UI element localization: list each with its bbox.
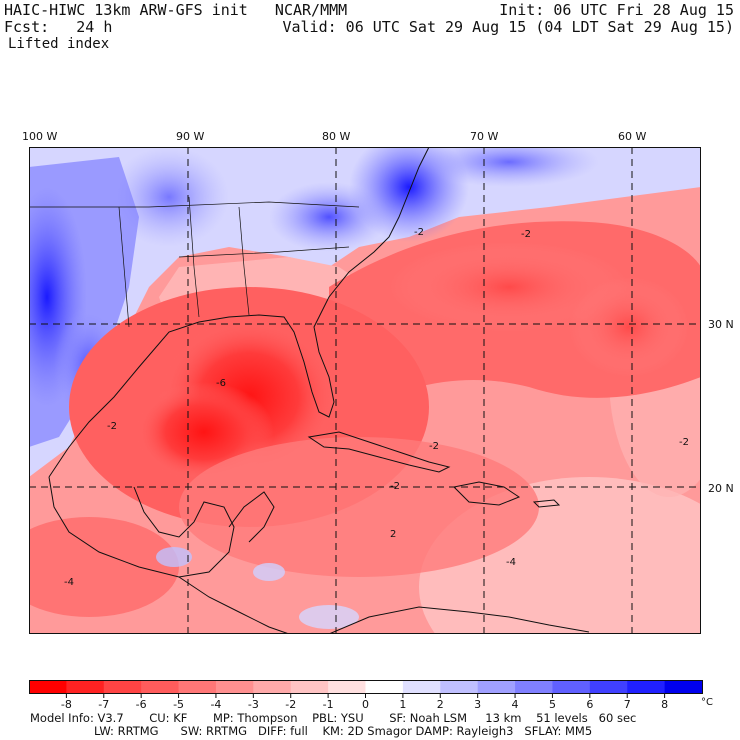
contour-label: -2 bbox=[414, 227, 424, 238]
field-blue-pocket-3 bbox=[299, 605, 359, 629]
colorbar-swatch bbox=[178, 680, 217, 694]
colorbar-tick-label: -5 bbox=[173, 698, 184, 711]
colorbar-swatch bbox=[328, 680, 366, 694]
colorbar-tick-label: -1 bbox=[323, 698, 334, 711]
init-time: Init: 06 UTC Fri 28 Aug 15 bbox=[499, 1, 734, 19]
colorbar-swatch bbox=[29, 680, 67, 694]
colorbar-tick-label: -8 bbox=[61, 698, 72, 711]
contour-label-group: -2 -2 -2 -6 -2 -2 -4 2 -2 -4 bbox=[64, 227, 689, 588]
model-title: HAIC-HIWC 13km ARW-GFS init NCAR/MMM bbox=[4, 1, 348, 19]
contour-label: -6 bbox=[216, 378, 226, 389]
state-line-1 bbox=[118, 206, 130, 328]
model-info-line: Model Info: V3.7 CU: KF MP: Thompson PBL… bbox=[30, 711, 637, 725]
lifted-index-map: -2 -2 -2 -6 -2 -2 -4 2 -2 -4 bbox=[29, 147, 701, 634]
colorbar-frame bbox=[29, 680, 703, 694]
field-blue-northeast bbox=[419, 147, 599, 187]
colorbar-tick-label: -3 bbox=[248, 698, 259, 711]
contour-label: -2 bbox=[679, 437, 689, 448]
colorbar-swatch bbox=[365, 680, 404, 694]
field-atlantic-core-east bbox=[569, 277, 689, 377]
coastline-central-america bbox=[178, 576, 290, 634]
field-blue-carolinas bbox=[269, 182, 389, 252]
contour-label: -2 bbox=[390, 481, 400, 492]
colorbar-swatch bbox=[515, 680, 553, 694]
valid-time: Valid: 06 UTC Sat 29 Aug 15 (04 LDT Sat … bbox=[282, 18, 734, 36]
lon-label-80w: 80 W bbox=[322, 130, 351, 143]
state-line-2 bbox=[188, 196, 200, 318]
colorbar-tick-label: -6 bbox=[136, 698, 147, 711]
colorbar-swatch bbox=[141, 680, 180, 694]
physics-info-line: LW: RRTMG SW: RRTMG DIFF: full KM: 2D Sm… bbox=[94, 724, 593, 738]
colorbar-swatch bbox=[253, 680, 292, 694]
contour-label: -2 bbox=[107, 421, 117, 432]
coastline-yucatan bbox=[228, 491, 275, 543]
colorbar-tick-label: 4 bbox=[512, 698, 519, 711]
coastline-mexico bbox=[48, 476, 235, 578]
lat-label-20n: 20 N bbox=[708, 482, 734, 495]
state-line-5 bbox=[178, 246, 350, 258]
colorbar-tick-label: 0 bbox=[362, 698, 369, 711]
colorbar-swatch bbox=[66, 680, 105, 694]
colorbar-swatch bbox=[402, 680, 441, 694]
coastline-cuba bbox=[307, 431, 451, 473]
colorbar-swatch bbox=[290, 680, 329, 694]
contour-label: 2 bbox=[390, 529, 396, 540]
graticule bbox=[29, 147, 701, 634]
colorbar-unit: °C bbox=[701, 697, 713, 708]
colorbar-swatch bbox=[477, 680, 516, 694]
map-frame bbox=[29, 147, 701, 634]
colorbar-tick-label: 1 bbox=[399, 698, 406, 711]
state-line-3 bbox=[238, 206, 250, 316]
colorbar-swatch bbox=[552, 680, 591, 694]
field-blue-pocket-2 bbox=[253, 563, 285, 581]
colorbar-tick-label: 2 bbox=[437, 698, 444, 711]
coastline-south-america bbox=[328, 606, 590, 634]
lon-label-70w: 70 W bbox=[470, 130, 499, 143]
state-line-4 bbox=[29, 201, 360, 208]
colorbar-tick-label: -2 bbox=[285, 698, 296, 711]
contour-label: -2 bbox=[429, 441, 439, 452]
colorbar-swatch bbox=[589, 680, 628, 694]
field-caribbean bbox=[179, 437, 539, 577]
field-pacific-sw bbox=[29, 517, 179, 617]
colorbar-tick-label: -7 bbox=[98, 698, 109, 711]
colorbar-swatch bbox=[627, 680, 666, 694]
lon-label-100w: 100 W bbox=[22, 130, 58, 143]
field-blue-northwest bbox=[109, 147, 229, 247]
colorbar-tick-label: -4 bbox=[210, 698, 221, 711]
colorbar-tick-label: 3 bbox=[474, 698, 481, 711]
forecast-hour: Fcst: 24 h bbox=[4, 18, 113, 36]
lat-label-30n: 30 N bbox=[708, 318, 734, 331]
colorbar-swatch bbox=[215, 680, 254, 694]
coastline-us-gulf bbox=[48, 147, 430, 478]
field-blue-pocket-1 bbox=[156, 547, 192, 567]
colorbar-swatch bbox=[103, 680, 142, 694]
contour-label: -2 bbox=[521, 229, 531, 240]
colorbar-swatches bbox=[29, 680, 703, 694]
contour-label: -4 bbox=[506, 557, 516, 568]
contour-label: -4 bbox=[64, 577, 74, 588]
colorbar-ticks: -8 -7 -6 -5 -4 -3 -2 -1 0 1 2 3 4 5 6 7 8 bbox=[61, 694, 668, 711]
colorbar-tick-label: 6 bbox=[586, 698, 593, 711]
colorbar-tick-label: 7 bbox=[624, 698, 631, 711]
colorbar-swatch bbox=[440, 680, 479, 694]
field-atlantic-core bbox=[389, 242, 629, 332]
lon-label-60w: 60 W bbox=[618, 130, 647, 143]
colorbar-tick-label: 8 bbox=[661, 698, 668, 711]
colorbar: -8 -7 -6 -5 -4 -3 -2 -1 0 1 2 3 4 5 6 7 8 °C bbox=[29, 680, 713, 711]
coastline-hispaniola bbox=[452, 481, 521, 506]
field-name: Lifted index bbox=[8, 36, 110, 52]
coastline-puerto-rico bbox=[532, 499, 561, 508]
colorbar-swatch bbox=[664, 680, 703, 694]
coastlines bbox=[29, 147, 590, 634]
lon-label-90w: 90 W bbox=[176, 130, 205, 143]
colorbar-tick-label: 5 bbox=[549, 698, 556, 711]
